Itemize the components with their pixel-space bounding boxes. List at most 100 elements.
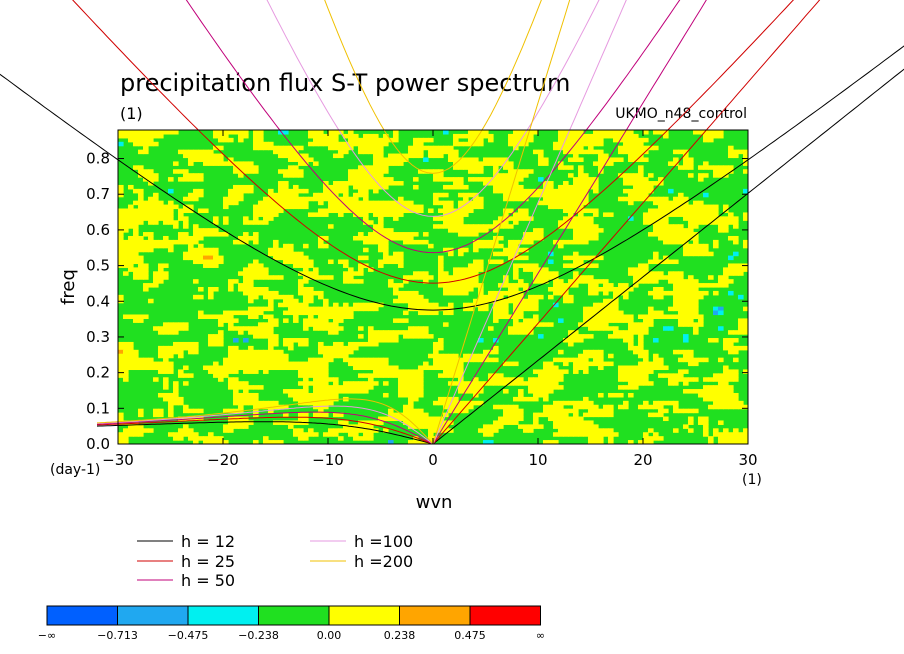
field-cell: [358, 173, 364, 178]
field-cell: [458, 400, 464, 406]
field-cell: [508, 141, 514, 147]
field-cell: [353, 428, 359, 433]
field-cell: [703, 396, 709, 402]
field-cell: [293, 196, 299, 202]
field-cell: [628, 177, 634, 182]
field-cell: [168, 208, 174, 214]
field-cell: [258, 400, 264, 406]
field-cell: [613, 326, 619, 331]
field-cell: [233, 318, 239, 323]
field-cell: [503, 165, 509, 170]
field-cell: [408, 235, 414, 241]
field-cell: [603, 322, 609, 327]
field-cell: [178, 212, 184, 217]
field-cell: [258, 349, 264, 355]
field-cell: [488, 377, 494, 382]
field-cell: [338, 200, 344, 206]
field-cell: [138, 314, 144, 319]
field-cell: [688, 322, 694, 327]
field-cell: [383, 365, 389, 371]
field-cell: [463, 400, 469, 406]
field-cell: [698, 283, 704, 288]
field-cell: [438, 396, 444, 402]
field-cell: [123, 263, 129, 268]
field-cell: [678, 200, 684, 206]
field-cell: [633, 177, 639, 182]
field-cell: [298, 302, 304, 308]
field-cell: [523, 298, 529, 304]
field-cell: [608, 326, 614, 331]
field-cell: [698, 294, 704, 300]
field-cell: [278, 275, 284, 280]
field-cell: [328, 428, 334, 433]
field-cell: [608, 412, 614, 418]
field-cell: [303, 287, 309, 292]
field-cell: [548, 181, 554, 186]
field-cell: [498, 381, 504, 386]
field-cell: [183, 428, 189, 433]
field-cell: [428, 432, 434, 437]
field-cell: [333, 392, 339, 398]
field-cell: [583, 216, 589, 221]
field-cell: [538, 389, 544, 394]
field-cell: [568, 141, 574, 147]
field-cell: [473, 279, 479, 284]
field-cell: [743, 326, 748, 331]
field-cell: [598, 157, 604, 162]
field-cell: [628, 271, 634, 276]
field-cell: [648, 212, 654, 217]
field-cell: [573, 133, 579, 139]
field-cell: [468, 224, 474, 229]
field-cell: [638, 184, 644, 190]
field-cell: [703, 385, 709, 390]
field-cell: [333, 184, 339, 190]
field-cell: [163, 345, 169, 351]
field-cell: [238, 188, 244, 194]
field-cell: [618, 157, 624, 162]
field-cell: [523, 255, 529, 261]
field-cell: [528, 302, 534, 308]
field-cell: [533, 267, 539, 272]
field-cell: [378, 330, 384, 335]
field-cell: [473, 130, 479, 135]
field-cell: [173, 204, 179, 210]
field-cell: [133, 424, 139, 429]
field-cell: [673, 377, 679, 382]
field-cell: [638, 341, 644, 347]
field-cell: [123, 255, 129, 261]
colorbar-swatch: [328, 605, 400, 626]
field-cell: [323, 306, 329, 312]
y-axis: 0.00.10.20.30.40.50.60.70.8: [86, 150, 748, 453]
field-cell: [283, 243, 289, 249]
field-cell: [628, 381, 634, 386]
field-cell: [413, 440, 419, 444]
field-cell: [628, 314, 634, 319]
field-cell: [278, 169, 284, 174]
field-cell: [408, 149, 414, 155]
field-cell: [283, 259, 289, 265]
field-cell: [358, 141, 364, 147]
field-cell: [618, 137, 624, 143]
field-cell: [408, 294, 414, 300]
field-cell: [513, 263, 519, 268]
field-cell: [398, 208, 404, 214]
field-cell: [658, 404, 664, 410]
field-cell: [313, 381, 319, 386]
field-cell: [463, 283, 469, 288]
field-cell: [458, 224, 464, 229]
field-cell: [228, 361, 234, 367]
field-cell: [608, 161, 614, 166]
field-cell: [468, 385, 474, 390]
field-cell: [718, 283, 724, 288]
field-cell: [153, 204, 159, 210]
field-cell: [368, 208, 374, 214]
field-cell: [233, 196, 239, 202]
field-cell: [713, 130, 719, 135]
field-cell: [293, 169, 299, 174]
field-cell: [268, 440, 274, 444]
field-cell: [298, 204, 304, 210]
field-cell: [193, 232, 199, 237]
field-cell: [218, 259, 224, 265]
field-cell: [583, 369, 589, 374]
field-cell: [313, 373, 319, 378]
